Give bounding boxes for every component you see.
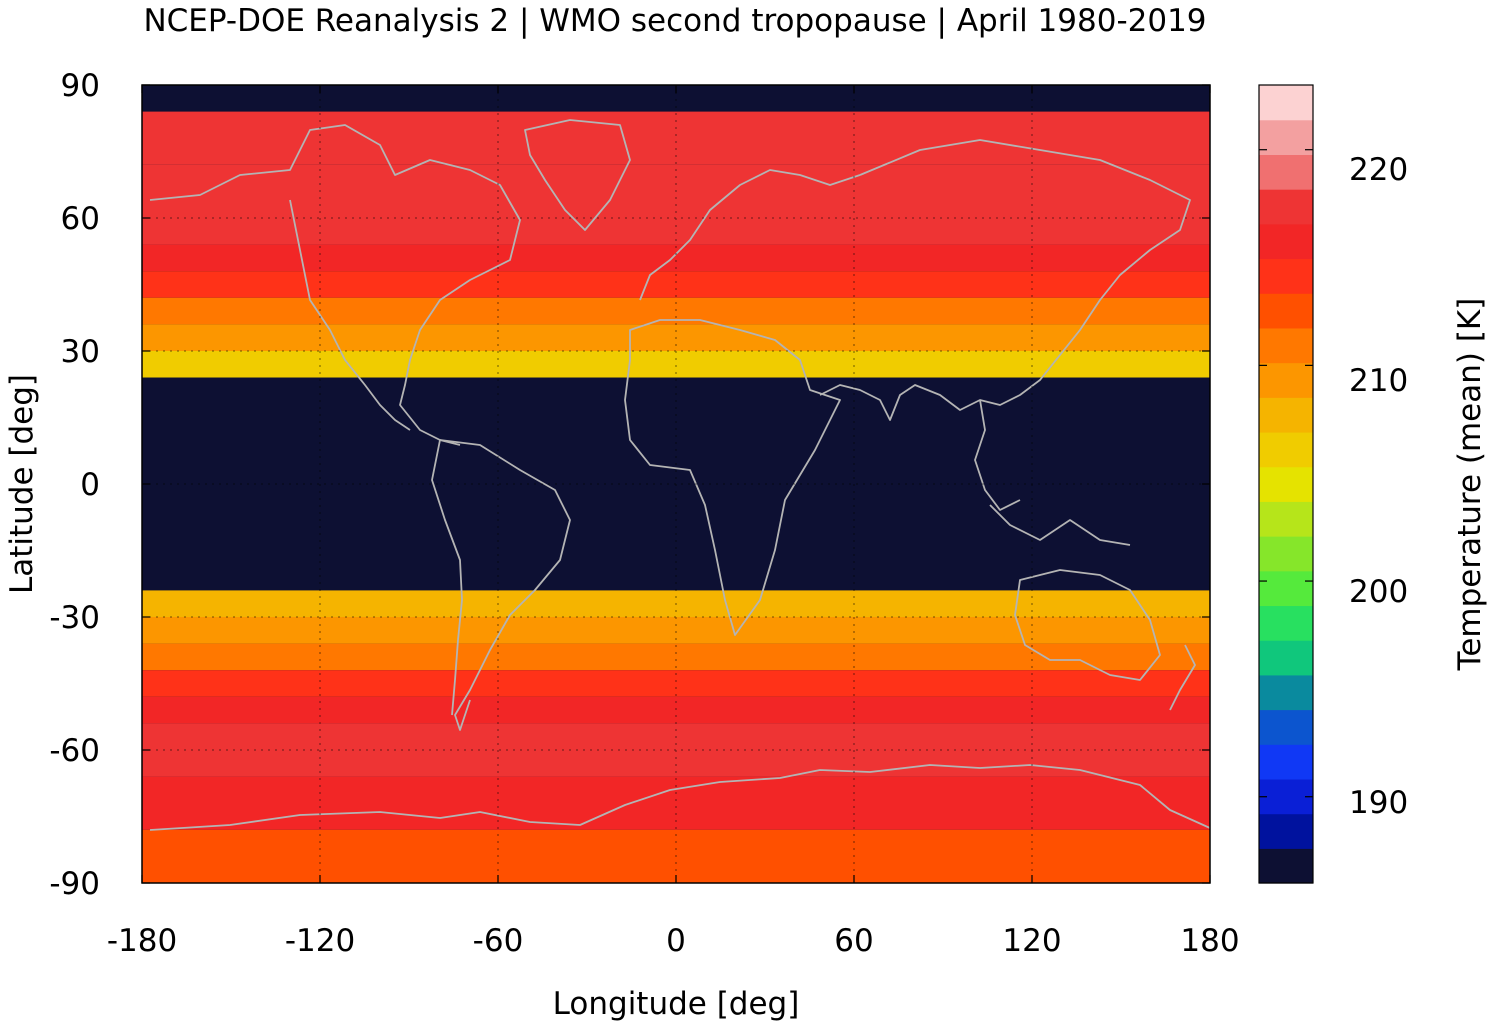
colorbar-segment [1259,223,1313,260]
y-tick-label: -90 [49,866,100,902]
coastline-north-america [149,124,521,446]
y-tick-label: 0 [80,467,100,503]
colorbar-tick-label: 210 [1349,363,1408,399]
x-tick-labels: -180 -120 -60 0 60 120 180 [107,923,1240,959]
colorbar-segment [1259,466,1313,502]
colorbar-segment [1259,362,1313,398]
colorbar-segment [1259,119,1313,155]
coastlines [149,119,1210,831]
colorbar-frame [1258,84,1314,884]
x-axis-label: Longitude [deg] [553,986,800,1022]
colorbar-label: Temperature (mean) [K] [1452,298,1488,672]
colorbar-tick-label: 200 [1349,574,1408,610]
y-tick-labels: 90 60 30 0 -30 -60 -90 [49,68,100,902]
colorbar-segment [1259,397,1313,433]
colorbar-tick-label: 220 [1349,152,1408,188]
coastline-south-america-west [431,439,463,716]
heatmap-area [142,85,1210,883]
y-tick-label: 90 [61,68,100,104]
colorbar-segment [1259,431,1313,468]
colorbar-segment [1259,674,1313,711]
heatmap-band [142,244,1210,272]
colorbar-segment [1259,154,1313,190]
coastline-greenland [524,119,631,231]
colorbar [1259,85,1313,884]
chart-title: NCEP-DOE Reanalysis 2 | WMO second tropo… [143,3,1206,39]
colorbar-segment [1259,848,1313,884]
coastline-africa [624,319,841,636]
coastline-north-america-west [289,199,411,431]
colorbar-segment [1259,778,1313,815]
y-tick-label: 30 [61,334,100,370]
y-tick-label: -30 [49,600,100,636]
colorbar-segment [1259,258,1313,294]
coastline-south-america [439,439,571,731]
colorbar-segment [1259,293,1313,329]
coastline-indochina [974,399,1021,511]
colorbar-segment [1259,189,1313,225]
colorbar-segment [1259,709,1313,745]
colorbar-segment [1259,501,1313,537]
heatmap-band [142,643,1210,671]
colorbar-segment [1259,605,1313,641]
coastline-maritime [989,504,1131,546]
x-tick-label: 0 [666,923,686,959]
coastline-antarctica [149,764,1210,831]
x-tick-label: 60 [834,923,873,959]
x-tick-label: 180 [1180,923,1239,959]
coastline-new-zealand [1169,644,1196,711]
grid-lines [142,85,1210,883]
colorbar-segment [1259,813,1313,849]
y-axis-label: Latitude [deg] [4,374,40,594]
x-tick-label: 120 [1002,923,1061,959]
colorbar-segment [1259,536,1313,572]
x-tick-label: -180 [107,923,177,959]
y-tick-label: -60 [49,733,100,769]
y-tick-label: 60 [61,201,100,237]
axis-ticks [141,84,1211,884]
colorbar-segment [1259,327,1313,364]
coastline-asia [819,139,1191,421]
colorbar-segment [1259,640,1313,676]
x-tick-label: -60 [473,923,524,959]
coastline-australia [1014,569,1161,681]
colorbar-tick-label: 190 [1349,785,1408,821]
colorbar-tick-labels: 190 200 210 220 [1349,152,1408,821]
colorbar-segment [1259,85,1313,121]
colorbar-ticks [1259,149,1313,798]
colorbar-segment [1259,744,1313,780]
x-tick-label: -120 [285,923,355,959]
coastline-europe [639,169,861,301]
colorbar-segment [1259,570,1313,607]
heatmap-band [142,696,1210,724]
